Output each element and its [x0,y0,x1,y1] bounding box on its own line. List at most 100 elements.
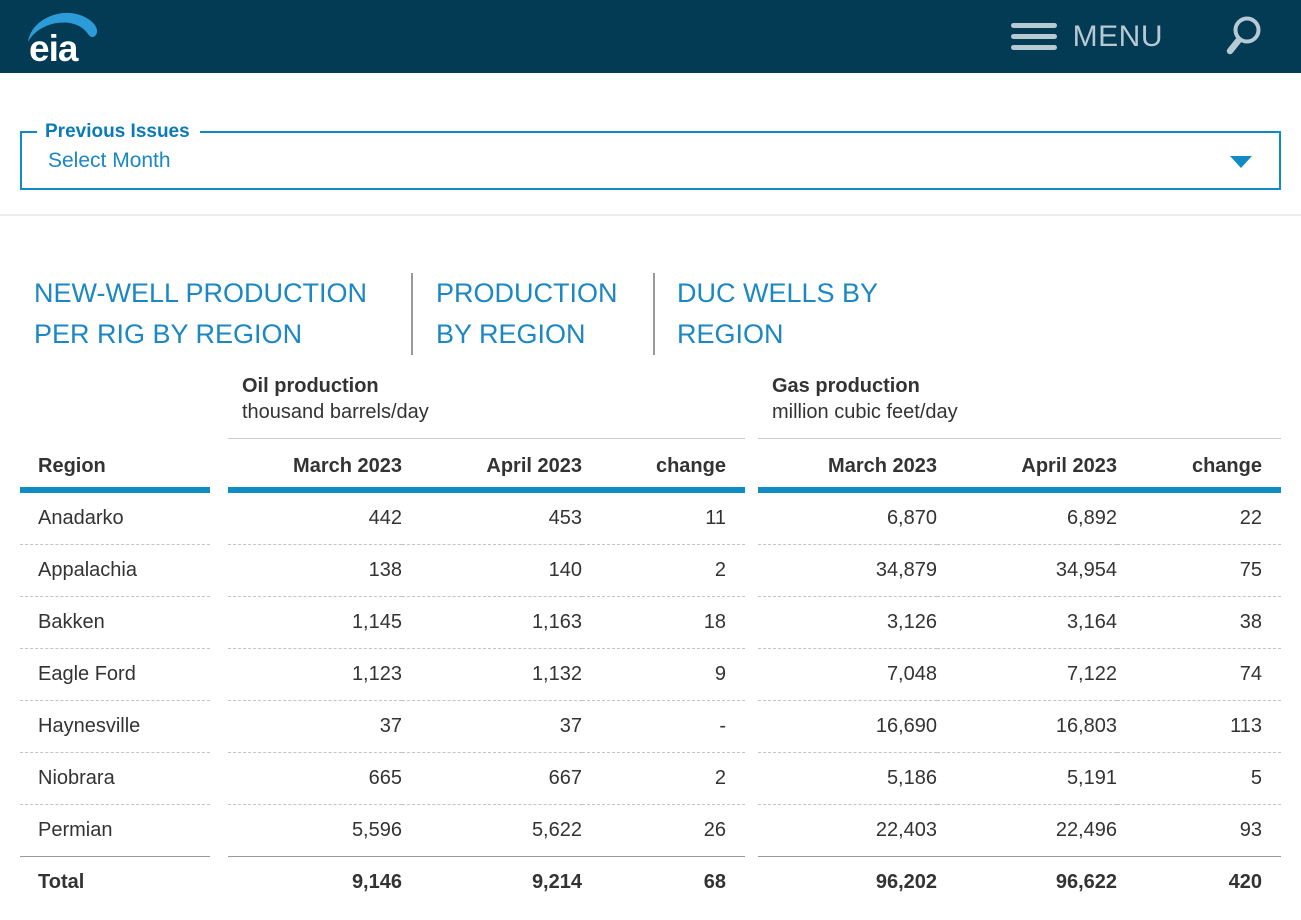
table-total-row: Total9,1469,2146896,20296,622420 [20,857,1281,908]
eia-logo[interactable]: eia [25,9,101,67]
table-row: Haynesville3737-16,69016,803113 [20,701,1281,753]
table-row: Bakken 1,1451,163183,1263,16438 [20,597,1281,649]
previous-issues-fieldset: Previous Issues Select Month [20,121,1281,190]
value-cell: 38 [1117,597,1281,649]
oil-subtitle: thousand barrels/day [242,399,745,425]
region-cell: Bakken [20,597,210,649]
tab-label: PRODUCTION BY REGION [436,273,648,355]
oil-title: Oil production [242,374,745,399]
chevron-down-icon [1230,156,1252,168]
value-cell: 34,954 [937,545,1117,597]
site-header: eia MENU [0,0,1301,73]
value-cell: 22,496 [937,805,1117,857]
tab-label: DUC WELLS BY REGION [677,273,909,355]
value-cell: 22 [1117,493,1281,545]
value-cell: 18 [582,597,745,649]
search-button[interactable] [1225,14,1265,59]
value-cell: 420 [1117,857,1281,908]
value-cell: 7,048 [758,649,937,701]
tab-label: NEW-WELL PRODUCTION PER RIG BY REGION [34,273,409,355]
column-gap [210,701,228,753]
value-cell: 26 [582,805,745,857]
gas-march-column-header: March 2023 [758,438,937,487]
value-cell: 442 [228,493,402,545]
value-cell: - [582,701,745,753]
value-cell: 6,892 [937,493,1117,545]
table-row: Permian5,5965,6222622,40322,49693 [20,805,1281,857]
tab-production-by-region[interactable]: PRODUCTION BY REGION [413,273,655,355]
table-row: Anadarko442453116,8706,89222 [20,493,1281,545]
column-gap [210,597,228,649]
value-cell: 1,163 [402,597,582,649]
region-cell: Anadarko [20,493,210,545]
value-cell: 667 [402,753,582,805]
tab-duc-wells-by-region[interactable]: DUC WELLS BY REGION [655,273,909,355]
region-cell: Total [20,857,210,908]
value-cell: 140 [402,545,582,597]
value-cell: 3,126 [758,597,937,649]
previous-issues-legend: Previous Issues [37,121,200,143]
value-cell: 34,879 [758,545,937,597]
value-cell: 68 [582,857,745,908]
column-gap [210,805,228,857]
value-cell: 665 [228,753,402,805]
value-cell: 16,690 [758,701,937,753]
eia-logo-text: eia [29,30,77,67]
column-gap [745,753,758,805]
value-cell: 9,146 [228,857,402,908]
search-icon [1225,44,1265,59]
column-gap [745,857,758,908]
oil-production-group-title: Oil production thousand barrels/day [228,374,745,438]
column-gap [210,493,228,545]
value-cell: 453 [402,493,582,545]
section-divider [0,214,1301,216]
value-cell: 96,622 [937,857,1117,908]
column-gap [210,857,228,908]
value-cell: 2 [582,753,745,805]
region-cell: Permian [20,805,210,857]
column-gap [745,649,758,701]
value-cell: 113 [1117,701,1281,753]
month-select[interactable]: Select Month [22,147,1279,188]
value-cell: 5,596 [228,805,402,857]
column-gap [210,753,228,805]
value-cell: 37 [228,701,402,753]
oil-change-column-header: change [582,438,745,487]
region-column-header: Region [20,438,210,487]
column-gap [745,545,758,597]
menu-button[interactable]: MENU [1011,20,1163,54]
value-cell: 6,870 [758,493,937,545]
column-gap [210,545,228,597]
value-cell: 7,122 [937,649,1117,701]
column-gap [745,493,758,545]
column-gap [745,438,758,487]
value-cell: 16,803 [937,701,1117,753]
value-cell: 3,164 [937,597,1117,649]
table-column-headers: Region March 2023 April 2023 change Marc… [20,438,1281,487]
value-cell: 1,132 [402,649,582,701]
menu-label: MENU [1073,20,1163,54]
column-gap [745,701,758,753]
value-cell: 9,214 [402,857,582,908]
value-cell: 1,123 [228,649,402,701]
table-row: Appalachia138140234,87934,95475 [20,545,1281,597]
hamburger-icon [1011,23,1057,50]
value-cell: 37 [402,701,582,753]
value-cell: 5 [1117,753,1281,805]
oil-march-column-header: March 2023 [228,438,402,487]
previous-issues-section: Previous Issues Select Month [0,73,1301,190]
month-select-value: Select Month [48,149,171,172]
column-gap [210,649,228,701]
value-cell: 74 [1117,649,1281,701]
value-cell: 5,622 [402,805,582,857]
gas-change-column-header: change [1117,438,1281,487]
region-cell: Haynesville [20,701,210,753]
gas-title: Gas production [772,374,1281,399]
production-table: Oil production thousand barrels/day Gas … [20,374,1281,908]
region-cell: Eagle Ford [20,649,210,701]
table-group-titles: Oil production thousand barrels/day Gas … [20,374,1281,438]
column-gap [210,438,228,487]
tab-new-well-production-per-rig[interactable]: NEW-WELL PRODUCTION PER RIG BY REGION [20,273,413,355]
column-gap [745,597,758,649]
value-cell: 1,145 [228,597,402,649]
